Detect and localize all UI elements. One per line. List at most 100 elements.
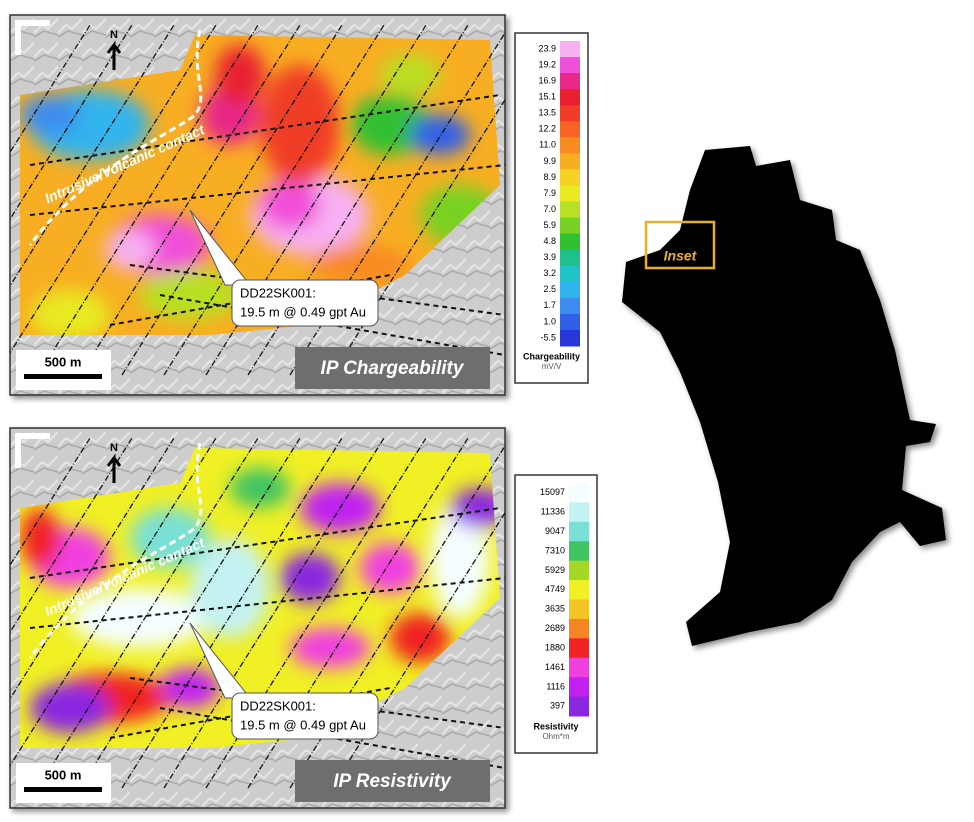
legend-swatch bbox=[560, 153, 580, 170]
anomaly bbox=[280, 553, 340, 603]
legend-swatch bbox=[560, 233, 580, 251]
survey-line bbox=[10, 24, 175, 288]
north-arrow bbox=[106, 40, 122, 70]
legend-label: 3.2 bbox=[543, 268, 556, 278]
scale-box bbox=[16, 763, 111, 803]
callout-result: 19.5 m @ 0.49 gpt Au bbox=[240, 304, 366, 319]
callout-hole: DD22SK001: bbox=[240, 698, 316, 713]
north-label: N bbox=[110, 29, 118, 41]
legend: 15097 11336 9047 7310 5929 4749 3635 2689 1880 14… bbox=[514, 474, 598, 754]
legend-title: Chargeability bbox=[523, 351, 580, 361]
legend-label: 13.5 bbox=[538, 108, 556, 118]
anomaly bbox=[20, 508, 60, 568]
anomaly bbox=[215, 45, 265, 105]
title-box bbox=[295, 760, 490, 802]
panel-title: IP Chargeability bbox=[321, 358, 465, 379]
anomaly bbox=[260, 180, 320, 230]
legend-label: -5.5 bbox=[540, 332, 556, 342]
survey-line bbox=[10, 24, 133, 221]
survey-line bbox=[10, 437, 91, 567]
structure bbox=[29, 577, 505, 629]
legend-swatch bbox=[569, 541, 589, 562]
legend-swatch bbox=[569, 502, 589, 523]
callout-result: 19.5 m @ 0.49 gpt Au bbox=[240, 717, 366, 732]
anomaly bbox=[105, 230, 155, 270]
legend-label: 3635 bbox=[545, 604, 565, 614]
survey-line bbox=[163, 437, 385, 789]
legend-label: 19.2 bbox=[538, 59, 556, 69]
legend-swatch bbox=[569, 657, 589, 678]
legend-swatch bbox=[569, 483, 589, 503]
legend-label: 5.9 bbox=[543, 220, 556, 230]
structure bbox=[29, 507, 501, 579]
anomaly bbox=[410, 115, 470, 155]
legend-label: 11336 bbox=[541, 507, 565, 517]
legend-swatch bbox=[569, 677, 589, 698]
north-label: N bbox=[110, 442, 118, 454]
survey-line bbox=[10, 437, 175, 701]
anomaly bbox=[160, 668, 220, 708]
inset-box bbox=[644, 220, 716, 270]
anomaly bbox=[30, 683, 110, 733]
inset-label: Inset bbox=[664, 248, 698, 264]
legend-label: 4749 bbox=[545, 584, 565, 594]
legend-swatch bbox=[560, 121, 580, 138]
contact-line bbox=[28, 442, 203, 659]
legend-label: 2.5 bbox=[543, 284, 556, 294]
legend-label: 5929 bbox=[545, 565, 565, 575]
legend-swatch bbox=[560, 89, 580, 106]
scale-bar bbox=[24, 787, 102, 792]
legend-label: 16.9 bbox=[538, 76, 556, 86]
callout-hole: DD22SK001: bbox=[240, 285, 316, 300]
legend-swatch bbox=[560, 57, 580, 74]
legend-swatch bbox=[569, 560, 589, 581]
legend-label: 7.0 bbox=[543, 204, 556, 214]
legend-swatch bbox=[560, 169, 580, 186]
anomaly bbox=[20, 95, 80, 135]
anomaly bbox=[130, 508, 210, 568]
legend-label: 2689 bbox=[545, 623, 565, 633]
survey-line bbox=[10, 24, 91, 154]
structure bbox=[29, 164, 505, 216]
callout-box bbox=[231, 279, 379, 327]
anomaly bbox=[230, 468, 290, 508]
survey-line bbox=[10, 24, 217, 354]
survey-line bbox=[10, 437, 133, 634]
legend-label: 7310 bbox=[545, 545, 565, 555]
legend-swatch bbox=[569, 599, 589, 620]
corner-frame bbox=[15, 433, 50, 468]
anomaly bbox=[380, 55, 440, 95]
legend-label: 4.8 bbox=[543, 236, 556, 246]
legend-label: 8.9 bbox=[543, 172, 556, 182]
legend-unit: Ohm*m bbox=[542, 732, 569, 741]
legend-swatch bbox=[560, 73, 580, 90]
survey-line bbox=[37, 24, 259, 376]
survey-line bbox=[10, 437, 217, 767]
north-arrow bbox=[106, 453, 122, 483]
location-silhouette bbox=[622, 146, 946, 646]
legend-swatch bbox=[560, 105, 580, 122]
anomaly bbox=[430, 498, 490, 618]
legend-swatch bbox=[560, 185, 580, 203]
survey-line bbox=[79, 437, 301, 789]
legend-swatch bbox=[560, 313, 580, 331]
anomaly bbox=[30, 290, 110, 335]
scale-bar bbox=[24, 374, 102, 379]
anomaly bbox=[350, 95, 430, 155]
legend-label: 23.9 bbox=[538, 43, 556, 53]
anomaly bbox=[390, 613, 450, 663]
scale-label: 500 m bbox=[45, 767, 82, 782]
legend-label: 1.7 bbox=[543, 300, 556, 310]
legend-swatch bbox=[560, 201, 580, 219]
legend-swatch bbox=[560, 249, 580, 267]
legend-swatch bbox=[569, 580, 589, 600]
legend: 23.9 19.2 16.9 15.1 13.5 12.2 11.0 9.9 8.9 7.9 7.0… bbox=[514, 32, 589, 384]
legend-swatch bbox=[569, 638, 589, 659]
legend-label: 7.9 bbox=[543, 188, 556, 198]
corner-frame bbox=[15, 20, 50, 55]
legend-swatch bbox=[569, 618, 589, 639]
